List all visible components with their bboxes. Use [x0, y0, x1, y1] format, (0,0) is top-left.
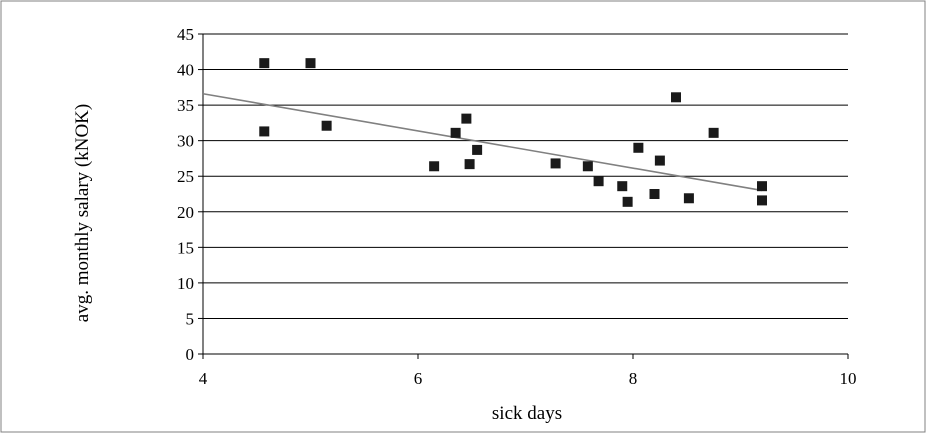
- data-point: [649, 189, 660, 199]
- data-point: [593, 176, 604, 187]
- y-tick-label: 10: [177, 274, 194, 293]
- gridlines: [203, 33, 848, 319]
- data-points: [259, 58, 767, 207]
- x-tick-label: 6: [414, 369, 423, 388]
- trendline: [202, 92, 763, 192]
- data-point: [305, 58, 316, 69]
- trendline-group: [202, 92, 763, 192]
- data-point: [582, 161, 593, 172]
- data-point: [654, 155, 665, 166]
- y-tick-labels: 0 5 10 15 20 25 30 35 40 45: [177, 25, 194, 364]
- x-tick-label: 8: [629, 369, 638, 388]
- data-point: [633, 142, 644, 153]
- data-point: [450, 127, 461, 138]
- data-point: [617, 181, 628, 192]
- y-tick-label: 5: [186, 309, 195, 328]
- data-point: [757, 181, 767, 192]
- data-point: [757, 195, 767, 206]
- x-tick-label: 10: [840, 369, 857, 388]
- data-point: [259, 58, 270, 69]
- data-point: [550, 158, 561, 169]
- x-axis-title: sick days: [492, 403, 562, 424]
- y-axis-title: avg. monthly salary (kNOK): [72, 104, 93, 322]
- x-tick-label: 4: [199, 369, 208, 388]
- data-point: [321, 120, 332, 131]
- y-tick-label: 30: [177, 132, 194, 151]
- y-tick-label: 40: [177, 61, 194, 80]
- data-point: [472, 144, 483, 155]
- y-tick-label: 15: [177, 238, 194, 257]
- y-tick-label: 35: [177, 96, 194, 115]
- data-point: [683, 193, 694, 204]
- y-tick-label: 25: [177, 167, 194, 186]
- data-point: [464, 159, 475, 170]
- data-point: [461, 113, 472, 124]
- axes: [198, 33, 849, 359]
- data-point: [671, 92, 681, 103]
- data-point: [622, 196, 633, 207]
- y-tick-label: 45: [177, 25, 194, 44]
- data-point: [708, 127, 719, 138]
- x-tick-labels: 4 6 8 10: [199, 369, 857, 388]
- data-point: [259, 126, 270, 137]
- y-tick-label: 0: [186, 345, 195, 364]
- data-point: [429, 161, 440, 172]
- y-tick-label: 20: [177, 203, 194, 222]
